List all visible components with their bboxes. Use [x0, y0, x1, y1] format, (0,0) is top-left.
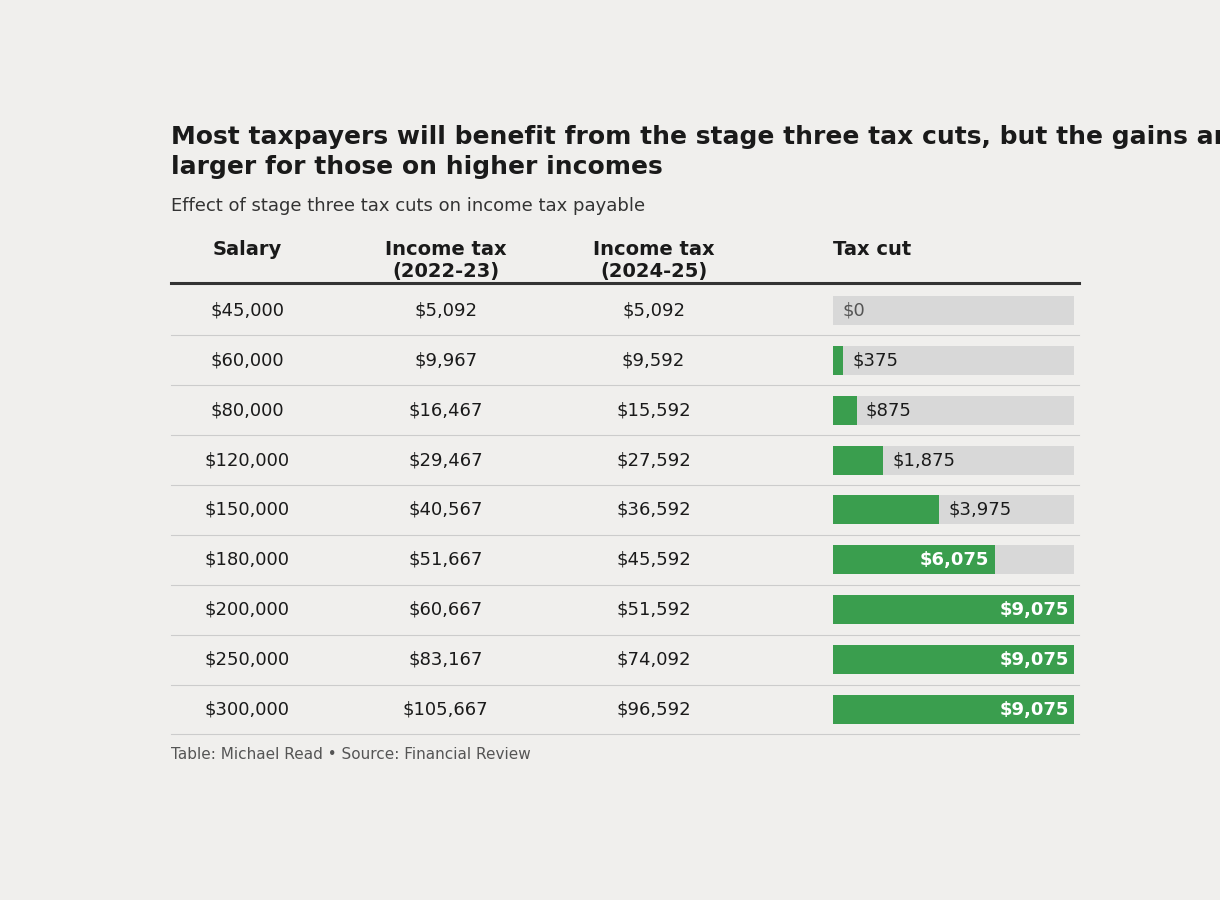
- Text: $250,000: $250,000: [205, 651, 289, 669]
- Text: $40,567: $40,567: [409, 501, 483, 519]
- Text: Salary: Salary: [212, 239, 282, 258]
- Text: $3,975: $3,975: [948, 501, 1011, 519]
- Bar: [833, 645, 1075, 674]
- Text: $1,875: $1,875: [893, 451, 955, 469]
- Text: $9,075: $9,075: [999, 651, 1069, 669]
- Text: $105,667: $105,667: [403, 700, 488, 718]
- Text: $5,092: $5,092: [414, 302, 477, 319]
- Bar: [833, 346, 843, 374]
- Text: $36,592: $36,592: [616, 501, 691, 519]
- Text: Effect of stage three tax cuts on income tax payable: Effect of stage three tax cuts on income…: [171, 197, 645, 215]
- Bar: [833, 595, 1075, 625]
- Text: $15,592: $15,592: [616, 401, 691, 419]
- Text: Tax cut: Tax cut: [833, 239, 911, 258]
- Text: $51,667: $51,667: [409, 551, 483, 569]
- Bar: [833, 645, 1075, 674]
- Text: $375: $375: [853, 351, 899, 369]
- Text: $300,000: $300,000: [205, 700, 289, 718]
- Text: $45,000: $45,000: [210, 302, 284, 319]
- Text: $83,167: $83,167: [409, 651, 483, 669]
- Text: Income tax
(2022-23): Income tax (2022-23): [384, 239, 506, 281]
- Text: $6,075: $6,075: [920, 551, 989, 569]
- Bar: [833, 545, 994, 574]
- Text: Table: Michael Read • Source: Financial Review: Table: Michael Read • Source: Financial …: [171, 747, 531, 762]
- Text: $29,467: $29,467: [409, 451, 483, 469]
- Bar: [833, 695, 1075, 724]
- Text: $9,592: $9,592: [622, 351, 686, 369]
- Bar: [833, 346, 1075, 374]
- Text: $120,000: $120,000: [205, 451, 289, 469]
- Text: $51,592: $51,592: [616, 600, 691, 618]
- Bar: [833, 446, 883, 474]
- Bar: [833, 695, 1075, 724]
- Text: $96,592: $96,592: [616, 700, 691, 718]
- Text: $180,000: $180,000: [205, 551, 289, 569]
- Text: $875: $875: [866, 401, 911, 419]
- Bar: [833, 595, 1075, 625]
- Text: $80,000: $80,000: [210, 401, 284, 419]
- Bar: [833, 396, 856, 425]
- Text: $45,592: $45,592: [616, 551, 691, 569]
- Text: $27,592: $27,592: [616, 451, 691, 469]
- Text: $60,000: $60,000: [210, 351, 284, 369]
- Bar: [833, 496, 1075, 525]
- Bar: [833, 396, 1075, 425]
- Text: $0: $0: [843, 302, 865, 319]
- Text: $74,092: $74,092: [616, 651, 691, 669]
- Text: $60,667: $60,667: [409, 600, 483, 618]
- Text: $9,075: $9,075: [999, 600, 1069, 618]
- Text: $150,000: $150,000: [205, 501, 289, 519]
- Text: Income tax
(2024-25): Income tax (2024-25): [593, 239, 715, 281]
- Bar: [833, 296, 1075, 325]
- Bar: [833, 545, 1075, 574]
- Text: $9,075: $9,075: [999, 700, 1069, 718]
- Bar: [833, 496, 939, 525]
- Text: Most taxpayers will benefit from the stage three tax cuts, but the gains are
lar: Most taxpayers will benefit from the sta…: [171, 125, 1220, 179]
- Text: $16,467: $16,467: [409, 401, 483, 419]
- Text: $200,000: $200,000: [205, 600, 289, 618]
- Bar: [833, 446, 1075, 474]
- Text: $9,967: $9,967: [414, 351, 477, 369]
- Text: $5,092: $5,092: [622, 302, 686, 319]
